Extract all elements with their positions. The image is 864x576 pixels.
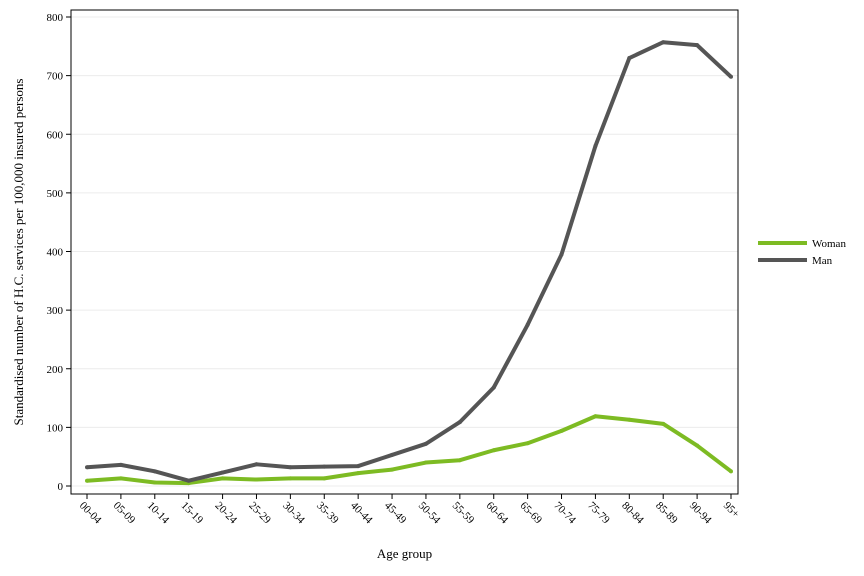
data-point-woman [525, 441, 530, 446]
y-tick-label: 100 [47, 422, 64, 434]
gridlines [71, 16, 738, 487]
data-point-woman [152, 480, 157, 485]
data-point-woman [593, 414, 598, 419]
data-point-woman [695, 443, 700, 448]
data-point-woman [220, 476, 225, 481]
data-point-woman [491, 448, 496, 453]
data-point-man [491, 385, 496, 390]
data-point-man [661, 40, 666, 45]
data-point-woman [288, 476, 293, 481]
y-axis: 0 100 200 300 400 500 600 700 800 [47, 12, 71, 493]
y-tick-label: 700 [47, 71, 64, 83]
data-point-man [186, 478, 191, 483]
y-tick-label: 0 [58, 481, 64, 493]
data-point-man [118, 462, 123, 467]
legend-label-woman: Woman [812, 238, 846, 250]
data-point-woman [254, 477, 259, 482]
data-point-woman [457, 458, 462, 463]
data-point-woman [627, 417, 632, 422]
data-point-woman [661, 421, 666, 426]
data-point-man [525, 322, 530, 327]
data-point-man [390, 452, 395, 457]
data-point-man [423, 441, 428, 446]
data-point-woman [390, 467, 395, 472]
y-tick-label: 500 [47, 188, 64, 200]
data-point-man [322, 464, 327, 469]
series-line-woman [86, 414, 733, 486]
data-point-man [85, 465, 89, 470]
data-point-man [457, 420, 462, 425]
data-point-man [152, 469, 157, 474]
data-point-man [593, 143, 598, 148]
y-axis-title: Standardised number of H.C. services per… [11, 79, 26, 426]
data-point-woman [729, 469, 733, 474]
data-point-woman [356, 471, 361, 476]
series-line-man [86, 40, 733, 483]
y-tick-label: 800 [47, 12, 64, 24]
y-tick-label: 600 [47, 129, 64, 141]
legend-label-man: Man [812, 255, 833, 267]
data-point-woman [423, 460, 428, 465]
y-tick-label: 200 [47, 364, 64, 376]
data-point-man [254, 462, 259, 467]
y-tick-label: 400 [47, 247, 64, 259]
data-point-man [288, 465, 293, 470]
data-point-woman [85, 478, 89, 483]
data-point-woman [559, 428, 564, 433]
data-point-man [559, 252, 564, 257]
data-point-man [220, 470, 225, 475]
data-point-woman [118, 476, 123, 481]
data-point-man [356, 464, 361, 469]
data-point-man [729, 74, 733, 79]
series-layer [85, 40, 733, 486]
x-axis-title: Age group [377, 546, 432, 561]
data-point-man [627, 56, 632, 61]
data-point-man [695, 43, 700, 48]
y-tick-label: 300 [47, 305, 64, 317]
data-point-woman [322, 476, 327, 481]
legend: Woman Man [758, 238, 846, 267]
